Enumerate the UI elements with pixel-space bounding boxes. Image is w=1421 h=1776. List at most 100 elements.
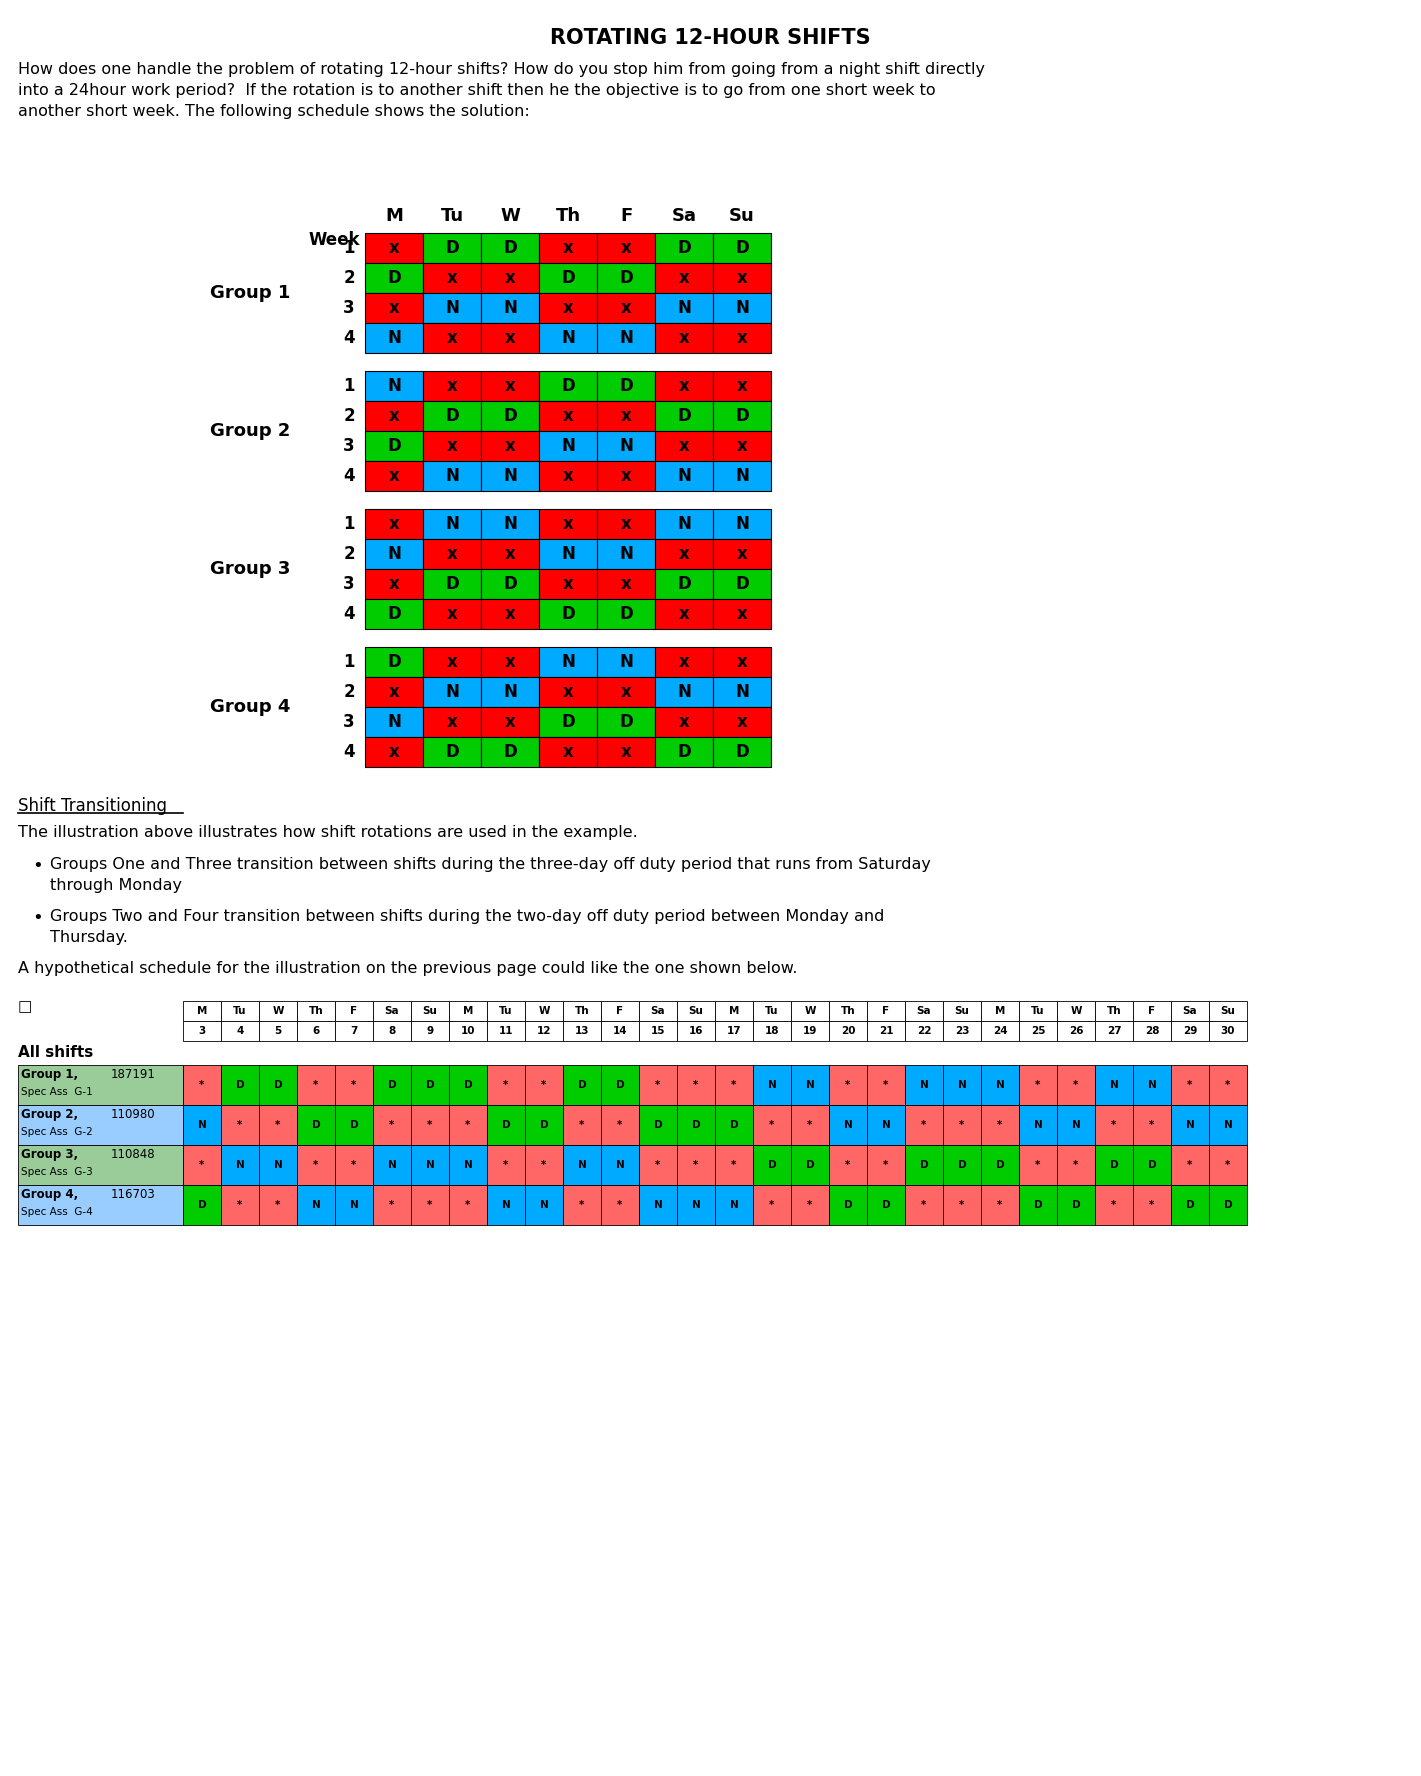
Bar (791, 1146, 828, 1185)
Text: D: D (806, 1160, 814, 1170)
Text: N: N (540, 1201, 549, 1209)
Text: N: N (844, 1121, 853, 1130)
Text: N: N (1148, 1080, 1157, 1090)
Text: N: N (387, 712, 401, 732)
Bar (1096, 1002, 1133, 1021)
Bar (1171, 1146, 1209, 1185)
Text: Groups One and Three transition between shifts during the three-day off duty per: Groups One and Three transition between … (50, 858, 931, 893)
Text: *: * (1150, 1121, 1155, 1130)
Bar (222, 1105, 259, 1146)
Bar (713, 323, 772, 353)
Bar (480, 707, 539, 737)
Bar (597, 401, 655, 432)
Bar (980, 1105, 1019, 1146)
Bar (713, 599, 772, 629)
Text: *: * (1036, 1080, 1040, 1090)
Text: N: N (426, 1160, 435, 1170)
Text: D: D (996, 1160, 1005, 1170)
Bar (539, 599, 597, 629)
Text: 2: 2 (344, 545, 355, 563)
Bar (713, 293, 772, 323)
Text: x: x (388, 575, 399, 593)
Text: *: * (313, 1080, 318, 1090)
Bar (449, 1066, 487, 1105)
Bar (423, 646, 480, 677)
Text: 5: 5 (274, 1027, 281, 1035)
Text: x: x (388, 298, 399, 316)
Text: *: * (732, 1160, 736, 1170)
Text: 1: 1 (344, 377, 355, 394)
Text: 17: 17 (726, 1027, 742, 1035)
Text: N: N (735, 684, 749, 702)
Bar (297, 1021, 335, 1041)
Text: 22: 22 (917, 1027, 931, 1035)
Text: D: D (735, 240, 749, 258)
Bar (867, 1002, 905, 1021)
Text: N: N (919, 1080, 928, 1090)
Text: D: D (844, 1201, 853, 1209)
Bar (791, 1185, 828, 1225)
Text: *: * (465, 1121, 470, 1130)
Bar (597, 646, 655, 677)
Text: *: * (1150, 1201, 1155, 1209)
Text: Groups Two and Four transition between shifts during the two-day off duty period: Groups Two and Four transition between s… (50, 909, 884, 945)
Bar (480, 233, 539, 263)
Text: x: x (563, 742, 574, 760)
Text: x: x (736, 329, 747, 346)
Text: x: x (446, 329, 458, 346)
Bar (365, 538, 423, 568)
Text: 3: 3 (344, 437, 355, 455)
Text: Th: Th (841, 1005, 855, 1016)
Bar (1171, 1185, 1209, 1225)
Bar (539, 432, 597, 462)
Text: *: * (503, 1160, 509, 1170)
Bar (539, 323, 597, 353)
Text: 12: 12 (537, 1027, 551, 1035)
Text: x: x (446, 437, 458, 455)
Bar (365, 263, 423, 293)
Text: F: F (617, 1005, 624, 1016)
Text: D: D (311, 1121, 320, 1130)
Text: 187191: 187191 (111, 1067, 156, 1082)
Bar (597, 462, 655, 490)
Bar (713, 233, 772, 263)
Text: M: M (198, 1005, 207, 1016)
Bar (1133, 1146, 1171, 1185)
Text: N: N (1110, 1080, 1118, 1090)
Bar (639, 1185, 676, 1225)
Bar (18, 1146, 183, 1185)
Text: D: D (350, 1121, 358, 1130)
Bar (539, 568, 597, 599)
Text: N: N (676, 298, 691, 316)
Text: *: * (693, 1160, 699, 1170)
Text: N: N (735, 515, 749, 533)
Text: 3: 3 (199, 1027, 206, 1035)
Bar (423, 401, 480, 432)
Text: *: * (1225, 1160, 1231, 1170)
Bar (597, 707, 655, 737)
Text: *: * (769, 1121, 774, 1130)
Bar (597, 323, 655, 353)
Bar (980, 1185, 1019, 1225)
Text: x: x (563, 467, 574, 485)
Text: *: * (998, 1121, 1003, 1130)
Bar (539, 510, 597, 538)
Bar (480, 263, 539, 293)
Text: N: N (676, 684, 691, 702)
Bar (372, 1146, 411, 1185)
Bar (423, 323, 480, 353)
Text: Group 3,: Group 3, (21, 1147, 78, 1162)
Bar (487, 1146, 524, 1185)
Text: x: x (504, 329, 516, 346)
Bar (480, 737, 539, 767)
Bar (423, 737, 480, 767)
Bar (597, 538, 655, 568)
Text: D: D (620, 606, 632, 623)
Bar (828, 1105, 867, 1146)
Bar (713, 401, 772, 432)
Text: x: x (388, 240, 399, 258)
Text: D: D (388, 1080, 396, 1090)
Text: N: N (1033, 1121, 1043, 1130)
Bar (411, 1105, 449, 1146)
Text: N: N (561, 329, 576, 346)
